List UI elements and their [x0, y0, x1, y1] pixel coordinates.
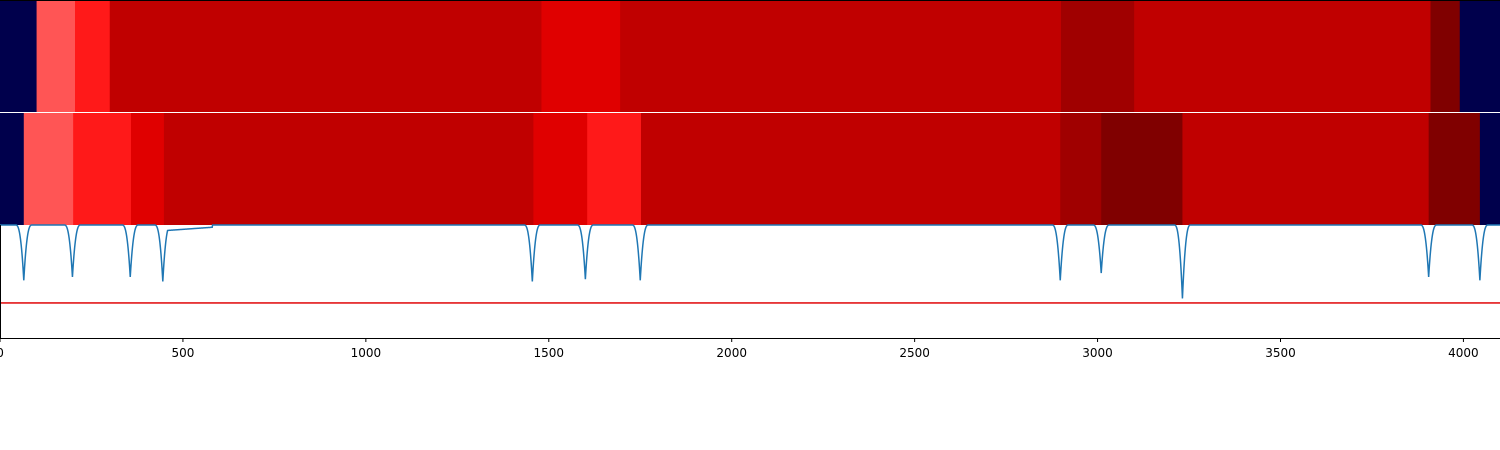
top-strip-segment — [1134, 1, 1431, 112]
middle-strip-segment — [587, 113, 642, 225]
top-strip-segment — [1060, 1, 1135, 112]
middle-color-strip — [0, 113, 1500, 225]
x-tick-label: 4000 — [1448, 346, 1479, 360]
x-tick-label: 3500 — [1265, 346, 1296, 360]
middle-strip-segment — [73, 113, 132, 225]
x-tick-label: 2500 — [899, 346, 930, 360]
x-tick-label: 500 — [171, 346, 194, 360]
middle-strip-segment — [533, 113, 588, 225]
signal-plot-area — [0, 225, 1500, 338]
top-strip-segment — [36, 1, 76, 112]
middle-strip-segment — [1182, 113, 1430, 225]
panel-frames — [0, 0, 1500, 339]
x-tick-label: 0 — [0, 346, 4, 360]
middle-strip-segment — [0, 113, 25, 225]
signal-line-panel — [0, 224, 1500, 338]
top-color-strip — [0, 1, 1500, 112]
signal-series-line — [0, 224, 1500, 299]
x-tick-label: 2000 — [716, 346, 747, 360]
x-tick-label: 1500 — [534, 346, 565, 360]
top-strip-segment — [541, 1, 621, 112]
middle-strip-segment — [1101, 113, 1183, 225]
x-axis: 0 500 1000 1500 2000 2500 3000 3500 4000 — [0, 338, 1479, 360]
top-strip-segment — [1459, 1, 1500, 112]
middle-strip-segment — [1479, 113, 1500, 225]
middle-strip-segment — [1060, 113, 1102, 225]
middle-strip-segment — [640, 113, 1061, 225]
top-strip-segment — [0, 1, 38, 112]
x-tick-label: 1000 — [351, 346, 382, 360]
middle-strip-segment — [1428, 113, 1481, 225]
top-strip-segment — [109, 1, 542, 112]
middle-strip-segment — [163, 113, 534, 225]
middle-strip-segment — [130, 113, 165, 225]
top-strip-segment — [620, 1, 1062, 112]
middle-strip-segment — [23, 113, 74, 225]
top-strip-segment — [1430, 1, 1461, 112]
top-strip-segment — [75, 1, 111, 112]
x-tick-label: 3000 — [1082, 346, 1113, 360]
